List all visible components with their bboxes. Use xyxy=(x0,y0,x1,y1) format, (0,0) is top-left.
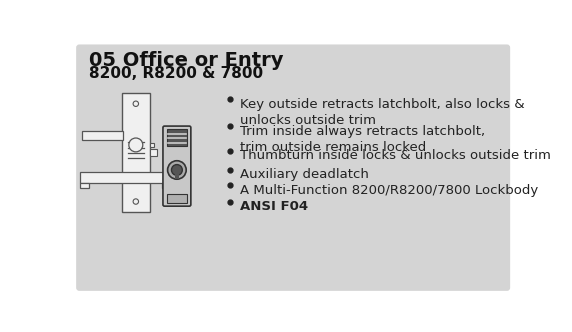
Bar xyxy=(122,93,150,212)
Bar xyxy=(150,143,154,147)
Text: ANSI F04: ANSI F04 xyxy=(240,200,308,213)
Bar xyxy=(167,194,187,203)
Text: 05 Office or Entry: 05 Office or Entry xyxy=(89,50,283,70)
Text: 8200, R8200 & 7800: 8200, R8200 & 7800 xyxy=(89,66,263,81)
Bar xyxy=(80,183,89,189)
Circle shape xyxy=(133,199,138,204)
Text: Key outside retracts latchbolt, also locks &
unlocks outside trim: Key outside retracts latchbolt, also loc… xyxy=(240,98,525,127)
Text: Trim inside always retracts latchbolt,
trim outside remains locked: Trim inside always retracts latchbolt, t… xyxy=(240,124,486,154)
Bar xyxy=(80,172,165,183)
Circle shape xyxy=(133,101,138,107)
Circle shape xyxy=(172,165,182,175)
Bar xyxy=(175,174,179,179)
Bar xyxy=(162,183,172,189)
Bar xyxy=(167,129,187,146)
Text: Thumbturn inside locks & unlocks outside trim: Thumbturn inside locks & unlocks outside… xyxy=(240,149,551,162)
Text: A Multi-Function 8200/R8200/7800 Lockbody: A Multi-Function 8200/R8200/7800 Lockbod… xyxy=(240,184,539,197)
FancyBboxPatch shape xyxy=(163,126,191,206)
Circle shape xyxy=(129,138,143,152)
FancyBboxPatch shape xyxy=(76,44,510,291)
Circle shape xyxy=(168,161,186,179)
Text: Auxiliary deadlatch: Auxiliary deadlatch xyxy=(240,168,370,181)
Bar xyxy=(82,131,124,140)
Bar xyxy=(150,149,157,156)
